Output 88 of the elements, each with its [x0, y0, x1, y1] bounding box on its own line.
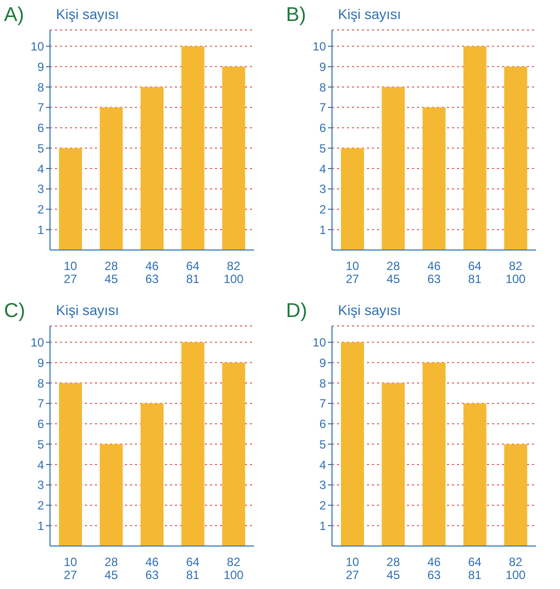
chart-title: B): [286, 4, 306, 27]
x-tick-label: 82 100: [224, 555, 244, 582]
chart-title: D): [286, 300, 308, 323]
y-tick-label: 5: [37, 437, 44, 452]
y-tick-label: 1: [37, 518, 44, 533]
y-tick-label: 4: [37, 458, 44, 472]
bar: [58, 148, 82, 250]
x-tick-label: 10 27: [64, 259, 78, 286]
y-tick-label: 9: [37, 60, 44, 74]
x-tick-label: 46 63: [145, 259, 159, 286]
y-tick-label: 1: [319, 222, 326, 237]
bar: [140, 87, 164, 250]
x-tick-label: 82 100: [224, 259, 244, 286]
y-axis-title: Kişi sayısı: [338, 302, 402, 318]
y-tick-label: 3: [319, 478, 326, 492]
y-tick-label: 3: [37, 182, 44, 196]
y-tick-label: 7: [319, 396, 326, 411]
y-tick-label: 6: [37, 121, 44, 136]
bar: [422, 362, 446, 546]
bar: [463, 46, 486, 250]
y-tick-label: 5: [319, 437, 326, 452]
x-tick-label: 64 81: [186, 259, 200, 286]
y-tick-label: 5: [37, 141, 44, 156]
y-tick-label: 10: [312, 40, 326, 54]
bar: [382, 383, 405, 546]
bar: [100, 107, 123, 250]
y-tick-label: 6: [319, 121, 326, 136]
y-tick-label: 2: [319, 498, 326, 513]
x-tick-label: 46 63: [427, 555, 441, 582]
y-tick-label: 8: [319, 80, 326, 94]
x-tick-label: 64 81: [468, 259, 482, 286]
y-tick-label: 6: [37, 417, 44, 432]
y-tick-label: 4: [319, 458, 326, 472]
y-tick-label: 8: [319, 376, 326, 390]
bar: [222, 362, 246, 546]
y-tick-label: 9: [319, 60, 326, 74]
x-tick-label: 10 27: [346, 555, 360, 582]
x-tick-label: 28 45: [386, 555, 400, 582]
x-tick-label: 28 45: [104, 259, 118, 286]
bar: [504, 444, 528, 546]
y-tick-label: 4: [37, 162, 44, 176]
bar: [340, 148, 364, 250]
x-tick-label: 10 27: [346, 259, 360, 286]
y-tick-label: 3: [37, 478, 44, 492]
y-tick-label: 3: [319, 182, 326, 196]
chart-title: C): [4, 300, 26, 323]
y-axis-title: Kişi sayısı: [56, 302, 120, 318]
y-tick-label: 5: [319, 141, 326, 156]
chart-title: A): [4, 4, 24, 27]
y-tick-label: 10: [30, 40, 44, 54]
y-tick-label: 9: [319, 356, 326, 370]
y-tick-label: 9: [37, 356, 44, 370]
y-tick-label: 2: [319, 202, 326, 217]
y-tick-label: 10: [30, 336, 44, 350]
y-tick-label: 10: [312, 336, 326, 350]
y-tick-label: 7: [37, 396, 44, 411]
x-tick-label: 64 81: [468, 555, 482, 582]
y-tick-label: 2: [37, 202, 44, 217]
bar: [340, 342, 364, 546]
x-tick-label: 46 63: [427, 259, 441, 286]
bar: [504, 66, 528, 250]
bar: [58, 383, 82, 546]
y-tick-label: 2: [37, 498, 44, 513]
x-tick-label: 28 45: [386, 259, 400, 286]
x-tick-label: 64 81: [186, 555, 200, 582]
y-tick-label: 8: [37, 80, 44, 94]
x-tick-label: 28 45: [104, 555, 118, 582]
bar: [100, 444, 123, 546]
x-tick-label: 82 100: [506, 259, 526, 286]
y-tick-label: 4: [319, 162, 326, 176]
x-tick-label: 46 63: [145, 555, 159, 582]
bar: [382, 87, 405, 250]
bar: [222, 66, 246, 250]
bar: [463, 403, 486, 546]
y-tick-label: 7: [37, 100, 44, 115]
bar: [181, 46, 204, 250]
y-tick-label: 6: [319, 417, 326, 432]
bar: [140, 403, 164, 546]
x-tick-label: 10 27: [64, 555, 78, 582]
y-tick-label: 1: [319, 518, 326, 533]
y-tick-label: 8: [37, 376, 44, 390]
x-tick-label: 82 100: [506, 555, 526, 582]
y-tick-label: 1: [37, 222, 44, 237]
y-axis-title: Kişi sayısı: [338, 6, 402, 22]
y-axis-title: Kişi sayısı: [56, 6, 120, 22]
bar: [422, 107, 446, 250]
y-tick-label: 7: [319, 100, 326, 115]
bar: [181, 342, 204, 546]
